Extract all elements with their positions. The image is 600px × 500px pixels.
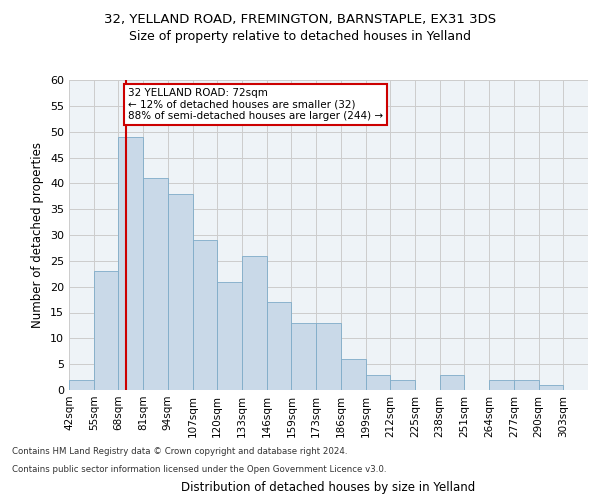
Bar — [514, 380, 539, 390]
Bar — [341, 359, 365, 390]
X-axis label: Distribution of detached houses by size in Yelland: Distribution of detached houses by size … — [181, 482, 476, 494]
Text: Size of property relative to detached houses in Yelland: Size of property relative to detached ho… — [129, 30, 471, 43]
Bar — [316, 323, 341, 390]
Bar — [489, 380, 514, 390]
Text: 32, YELLAND ROAD, FREMINGTON, BARNSTAPLE, EX31 3DS: 32, YELLAND ROAD, FREMINGTON, BARNSTAPLE… — [104, 12, 496, 26]
Bar — [267, 302, 292, 390]
Bar — [539, 385, 563, 390]
Bar — [168, 194, 193, 390]
Bar — [292, 323, 316, 390]
Y-axis label: Number of detached properties: Number of detached properties — [31, 142, 44, 328]
Text: 32 YELLAND ROAD: 72sqm
← 12% of detached houses are smaller (32)
88% of semi-det: 32 YELLAND ROAD: 72sqm ← 12% of detached… — [128, 88, 383, 121]
Bar — [365, 374, 390, 390]
Bar — [217, 282, 242, 390]
Text: Contains public sector information licensed under the Open Government Licence v3: Contains public sector information licen… — [12, 465, 386, 474]
Bar — [390, 380, 415, 390]
Bar — [118, 137, 143, 390]
Text: Contains HM Land Registry data © Crown copyright and database right 2024.: Contains HM Land Registry data © Crown c… — [12, 448, 347, 456]
Bar — [143, 178, 168, 390]
Bar — [69, 380, 94, 390]
Bar — [94, 271, 118, 390]
Bar — [242, 256, 267, 390]
Bar — [440, 374, 464, 390]
Bar — [193, 240, 217, 390]
